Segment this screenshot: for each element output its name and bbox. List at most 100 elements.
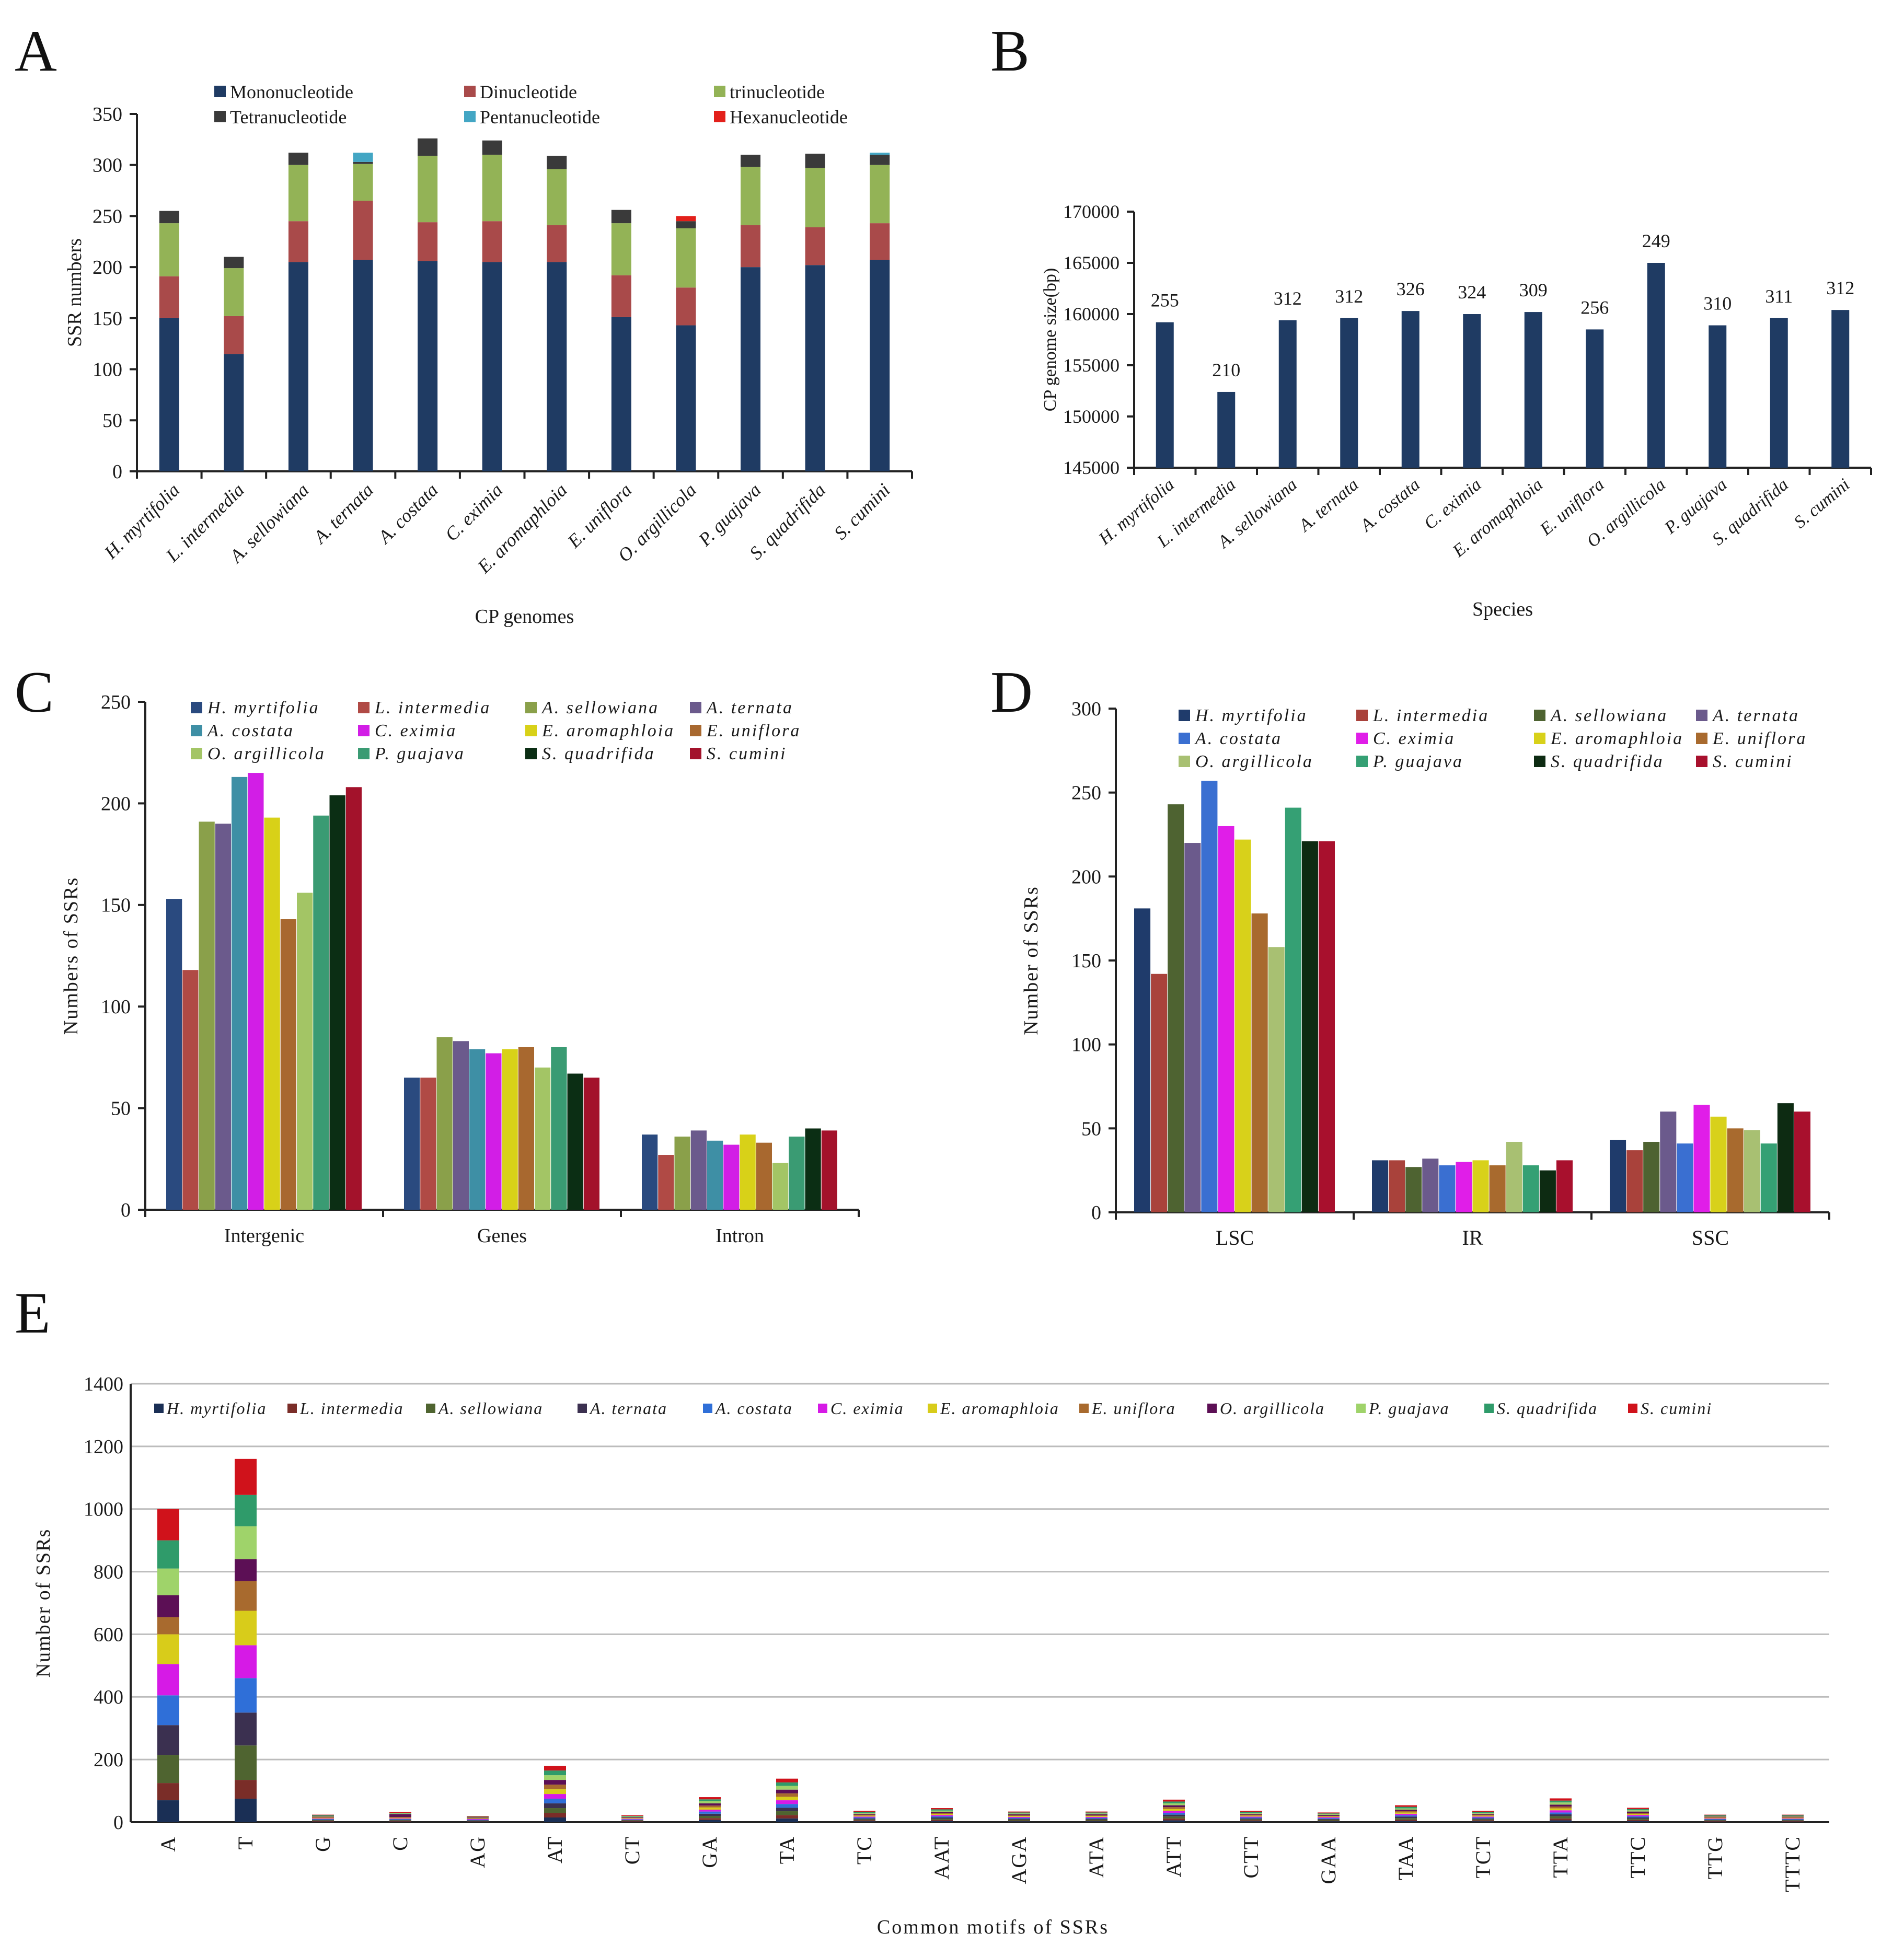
e-bar-tc-e-uniflora [853,1814,875,1816]
d-bar-ssc-e-uniflora [1727,1128,1744,1212]
d-legend-swatch-a-sellowiana [1534,710,1545,721]
e-bar-c-a-sellowiana [389,1820,411,1821]
e-bar-aat-a-costata [931,1816,953,1818]
e-bar-ctt-s-quadrifida [1240,1812,1262,1813]
b-data-label-a-ternata: 312 [1335,286,1363,307]
a-bar-s-quadrifida-dinucleotide [805,227,825,265]
a-legend-swatch-mononucleotide [214,86,226,97]
a-x-tick-label-s-cumini: S. cumini [830,479,894,543]
e-bar-ta-h-myrtifolia [776,1818,798,1822]
e-bar-ga-s-quadrifida [699,1799,721,1801]
e-bar-at-p-guajava [544,1775,566,1780]
panel-c-chart: 0 50 100 150 200 250 Intergenic Genes Intron Numb… [60,691,860,1247]
e-bar-taa-s-quadrifida [1395,1807,1417,1809]
e-bar-g-l-intermedia [312,1821,334,1822]
e-legend-label-e-aromaphloia: E. aromaphloia [940,1399,1059,1418]
c-bar-genes-o-argillicola [535,1067,551,1210]
a-bar-a-costata-dinucleotide [418,222,438,261]
e-bar-a-p-guajava [157,1568,179,1595]
e-legend-swatch-l-intermedia [287,1404,297,1413]
e-bar-aga-a-ternata [1008,1819,1030,1820]
a-bar-e-uniflora-mononucleotide [611,317,631,471]
a-bar-l-intermedia-dinucleotide [224,316,244,354]
e-bar-tct-s-cumini [1472,1811,1494,1812]
b-data-label-c-eximia: 324 [1458,282,1486,303]
e-x-tick-label-tc: TC [852,1836,876,1865]
e-bar-ctt-h-myrtifolia [1240,1821,1262,1822]
e-bar-taa-a-ternata [1395,1816,1417,1819]
c-bar-intron-a-costata [707,1140,723,1210]
e-bar-taa-p-guajava [1395,1808,1417,1810]
a-bar-e-aromaphloia-mononucleotide [547,262,567,471]
a-bar-c-eximia-mononucleotide [482,262,502,471]
c-y-tick-label-150: 150 [101,895,131,917]
e-bar-aga-o-argillicola [1008,1814,1030,1815]
b-data-label-p-guajava: 310 [1703,293,1732,314]
e-bar-a-a-sellowiana [157,1755,179,1784]
e-bar-tta-a-costata [1550,1812,1572,1815]
c-bar-genes-l-intermedia [420,1078,436,1210]
e-bar-aat-a-sellowiana [931,1819,953,1820]
b-bar-h-myrtifolia [1156,322,1174,468]
d-x-tick-label-ir: IR [1462,1226,1483,1249]
e-bar-taa-e-uniflora [1395,1811,1417,1813]
d-bar-ssc-p-guajava [1760,1143,1777,1212]
e-bar-aat-p-guajava [931,1810,953,1812]
d-bar-ir-c-eximia [1456,1162,1472,1212]
e-bar-c-a-costata [389,1819,411,1820]
e-bar-att-l-intermedia [1163,1818,1185,1821]
c-bar-intron-a-ternata [690,1130,707,1210]
b-data-label-h-myrtifolia: 255 [1151,290,1179,311]
e-bar-att-e-aromaphloia [1163,1809,1185,1811]
e-bar-a-h-myrtifolia [157,1800,179,1822]
c-bar-intron-o-argillicola [772,1163,789,1210]
c-x-tick-label-intergenic: Intergenic [224,1225,304,1247]
a-y-tick-label-150: 150 [93,308,122,330]
a-bar-e-uniflora-tetranucleotide [611,210,631,224]
d-bar-ir-a-ternata [1422,1159,1439,1212]
a-legend-label-mononucleotide: Mononucleotide [230,82,353,102]
b-data-label-s-cumini: 312 [1826,277,1854,298]
a-bar-s-cumini-mononucleotide [870,260,890,471]
c-bar-genes-a-sellowiana [436,1037,453,1210]
e-bar-ttc-s-cumini [1627,1808,1649,1809]
c-legend-label-e-aromaphloia: E. aromaphloia [541,721,675,740]
e-bar-tct-o-argillicola [1472,1813,1494,1815]
d-bar-ir-l-intermedia [1389,1160,1405,1212]
d-bar-ssc-h-myrtifolia [1610,1140,1626,1212]
e-y-tick-label-800: 800 [94,1561,123,1583]
d-bar-ssc-s-cumini [1794,1111,1810,1212]
c-legend-label-h-myrtifolia: H. myrtifolia [207,698,320,717]
e-legend-swatch-a-sellowiana [426,1404,435,1413]
e-legend-swatch-s-quadrifida [1484,1404,1494,1413]
c-x-tick-label-genes: Genes [477,1225,527,1247]
a-bar-e-aromaphloia-trinucleotide [547,169,567,226]
a-legend-label-dinucleotide: Dinucleotide [480,82,577,102]
a-bar-s-cumini-dinucleotide [870,223,890,260]
c-legend-swatch-a-costata [191,725,202,736]
e-legend-label-a-sellowiana: A. sellowiana [437,1399,543,1418]
a-bar-p-guajava-dinucleotide [741,225,761,268]
e-bar-ttc-o-argillicola [1627,1811,1649,1813]
d-legend-label-p-guajava: P. guajava [1372,752,1463,771]
e-bar-aat-c-eximia [931,1815,953,1816]
e-bar-a-s-cumini [157,1509,179,1541]
b-bar-a-costata [1401,311,1420,468]
e-bar-aat-a-ternata [931,1817,953,1819]
a-bar-h-myrtifolia-tetranucleotide [159,211,179,224]
e-bar-ct-s-cumini [621,1815,643,1816]
c-legend-label-s-quadrifida: S. quadrifida [542,744,655,763]
a-bar-s-quadrifida-trinucleotide [805,168,825,227]
e-bar-ta-a-ternata [776,1808,798,1812]
e-bar-tc-a-ternata [853,1818,875,1820]
b-y-tick-label-145000: 145000 [1063,457,1120,478]
e-legend-swatch-c-eximia [818,1404,827,1413]
a-x-tick-label-c-eximia: C. eximia [441,479,507,545]
e-x-tick-label-at: AT [543,1836,567,1863]
c-bar-genes-h-myrtifolia [404,1078,420,1210]
e-bar-tttc-s-quadrifida [1782,1815,1804,1816]
a-x-tick-label-a-ternata: A. ternata [309,479,378,548]
a-bar-a-ternata-pentanucleotide [353,153,373,162]
c-y-axis-label: Numbers of SSRs [60,877,82,1035]
